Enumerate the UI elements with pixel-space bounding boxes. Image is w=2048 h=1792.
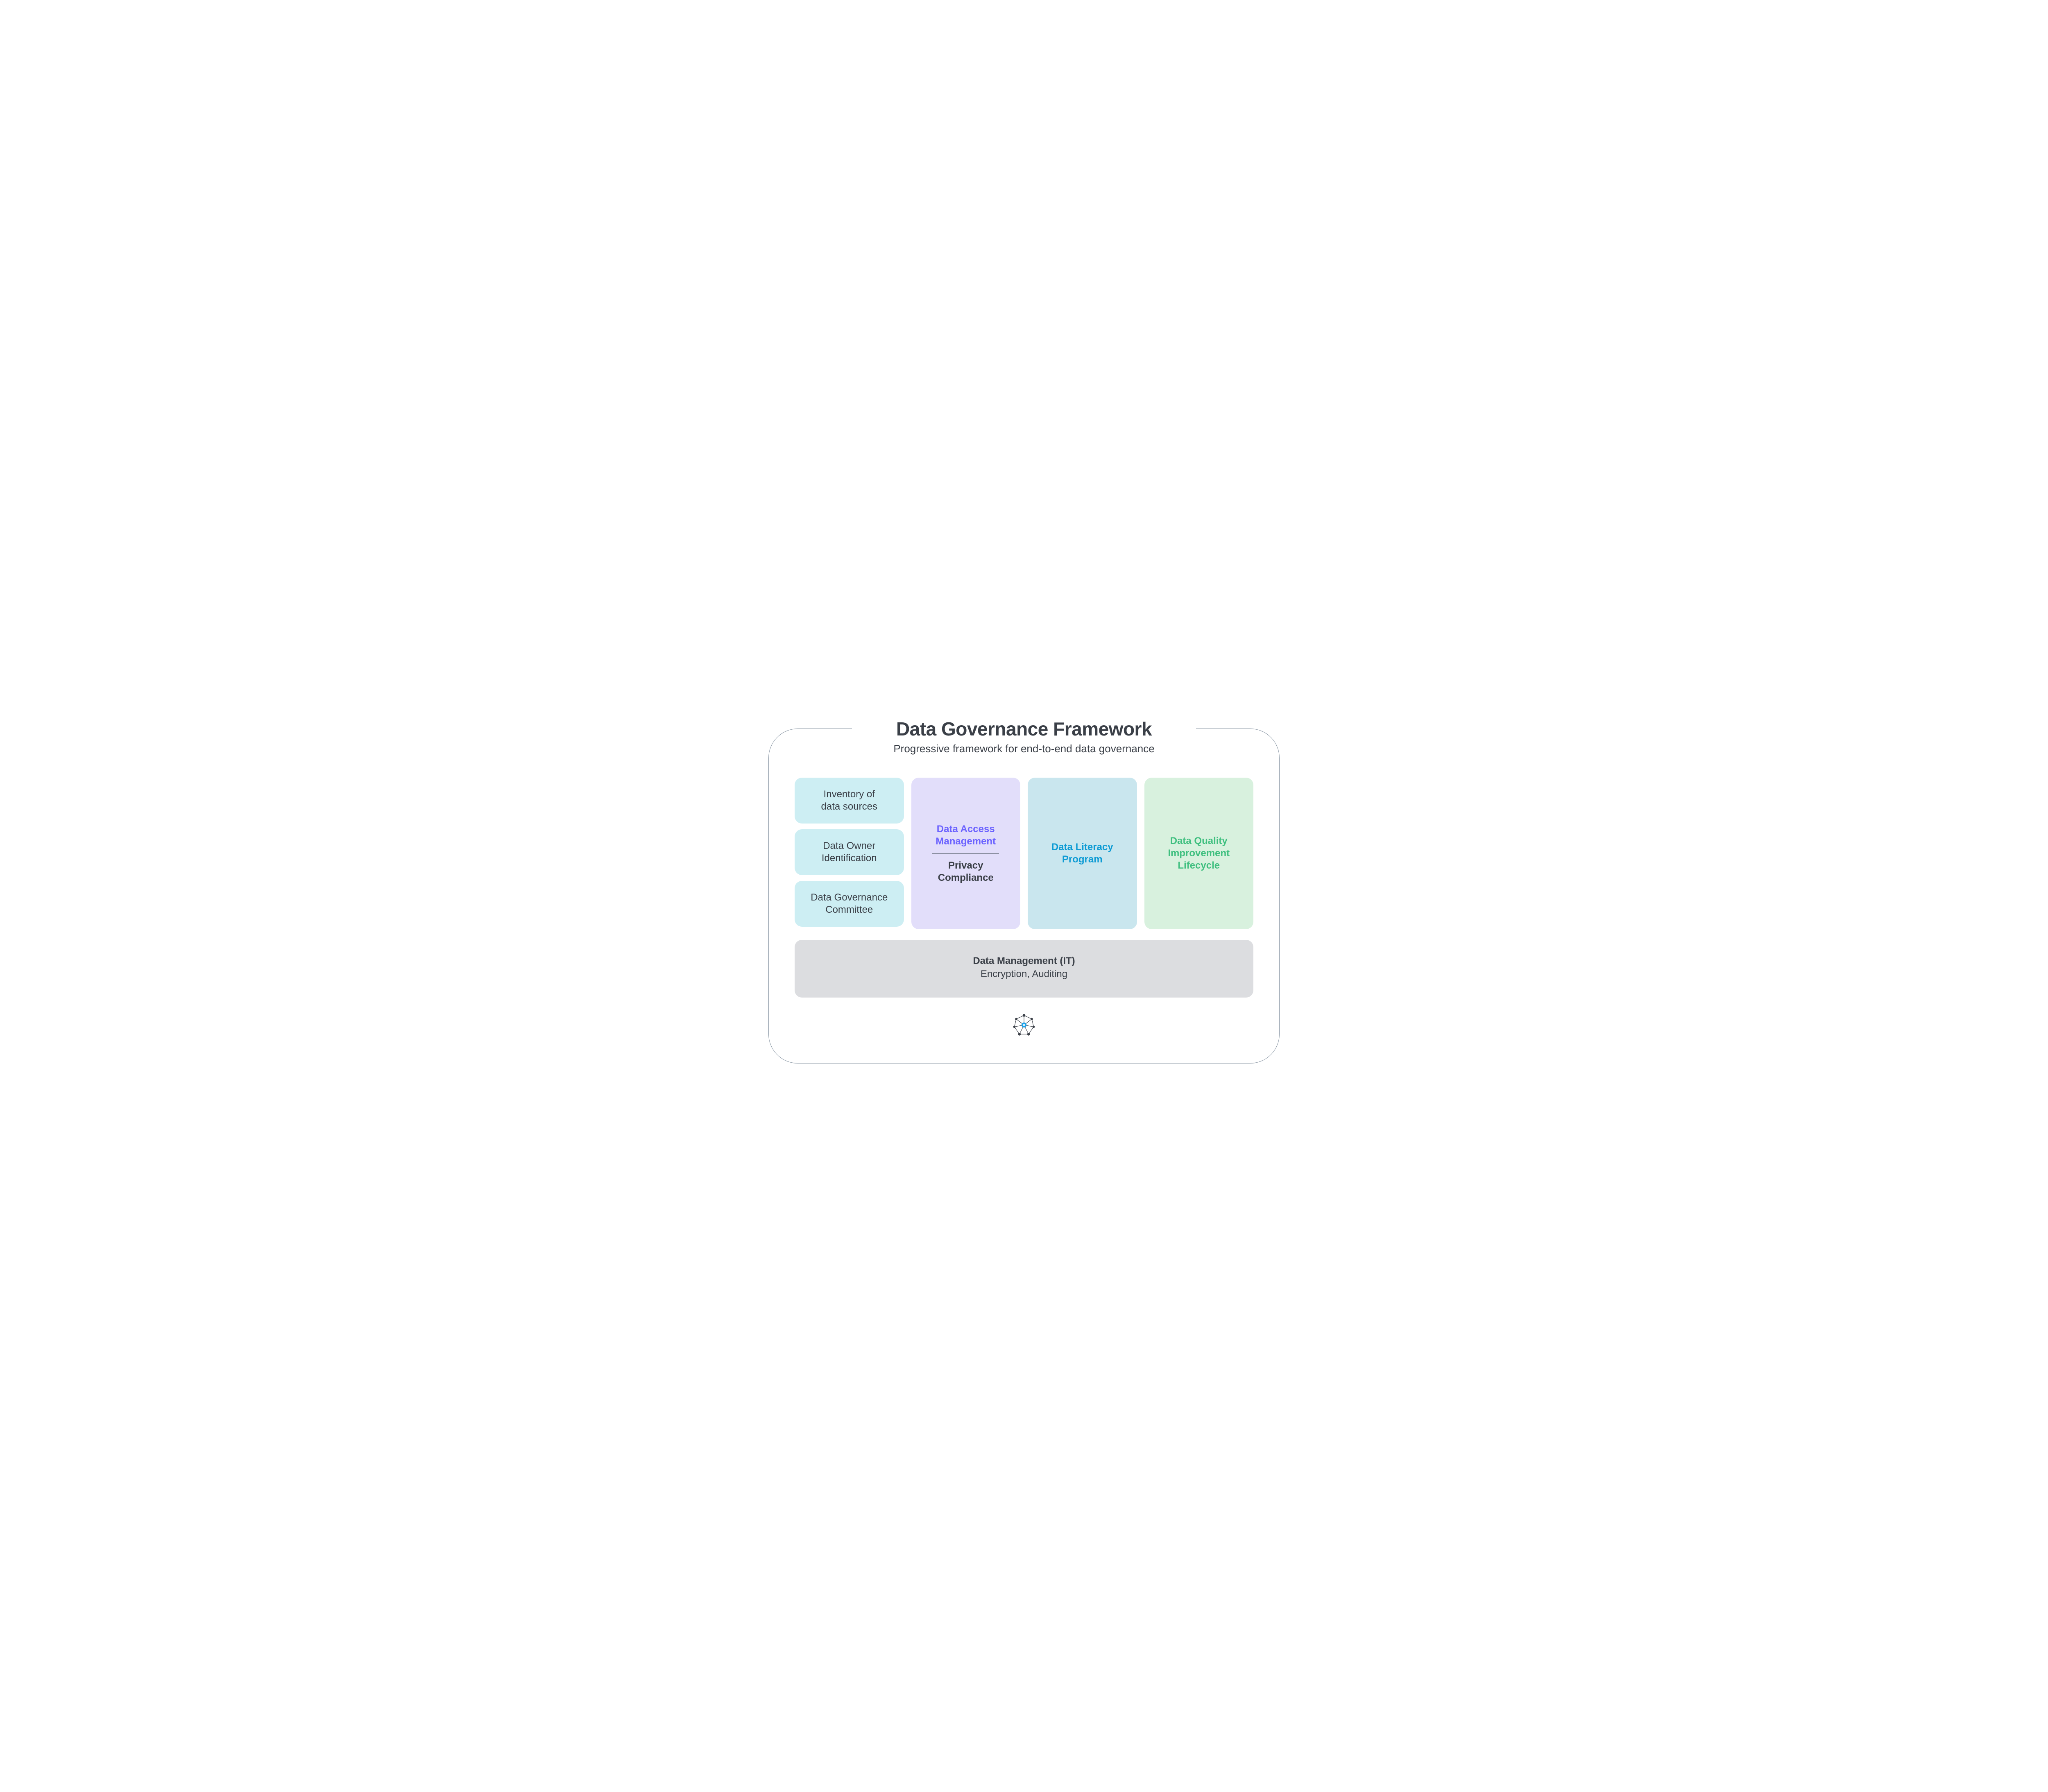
panel-top-line2: Improvement [1168,847,1230,860]
panel-3: Data QualityImprovementLifecycle [1144,778,1254,929]
page-subtitle: Progressive framework for end-to-end dat… [745,742,1303,755]
panel-top-line1: Data Quality [1168,835,1230,847]
column-1: Data AccessManagement PrivacyCompliance [911,778,1021,929]
panel-1: Data AccessManagement PrivacyCompliance [911,778,1021,929]
panel-bottom-line1: Privacy [938,860,994,872]
panel-2: Data LiteracyProgram [1028,778,1137,929]
footer-subtitle: Encryption, Auditing [803,968,1245,981]
column-0: Inventory ofdata sources Data OwnerIdenti… [795,778,904,929]
tile-0-0: Inventory ofdata sources [795,778,904,824]
column-3: Data QualityImprovementLifecycle [1144,778,1254,929]
tile-line1: Inventory of [824,788,875,801]
panel-bottom-label: PrivacyCompliance [938,860,994,884]
panel-divider [932,853,999,854]
panel-top-label: Data LiteracyProgram [1051,841,1113,866]
panel-top-label: Data QualityImprovementLifecycle [1168,835,1230,872]
tile-0-2: Data GovernanceCommittee [795,881,904,927]
footer-block: Data Management (IT) Encryption, Auditin… [795,940,1253,998]
tile-line1: Data Owner [823,840,875,852]
logo-wrap [745,1014,1303,1039]
panel-top-line1: Data Access [936,823,996,835]
panel-top-line2: Program [1051,853,1113,866]
panel-top-line1: Data Literacy [1051,841,1113,853]
panel-top-label: Data AccessManagement [936,823,996,848]
footer-title: Data Management (IT) [803,955,1245,968]
tile-line1: Data Governance [811,891,888,904]
panel-top-line2: Management [936,835,996,848]
columns-grid: Inventory ofdata sources Data OwnerIdenti… [795,778,1253,929]
tile-0-1: Data OwnerIdentification [795,829,904,875]
page-title: Data Governance Framework [745,718,1303,740]
network-logo-icon [1013,1014,1035,1036]
tile-line2: data sources [821,801,877,813]
tile-line2: Identification [822,852,877,864]
tile-line2: Committee [825,904,873,916]
column-2: Data LiteracyProgram [1028,778,1137,929]
panel-top-line3: Lifecycle [1168,860,1230,872]
panel-bottom-line2: Compliance [938,872,994,884]
diagram-canvas: Data Governance Framework Progressive fr… [745,712,1303,1080]
heading-block: Data Governance Framework Progressive fr… [745,718,1303,755]
